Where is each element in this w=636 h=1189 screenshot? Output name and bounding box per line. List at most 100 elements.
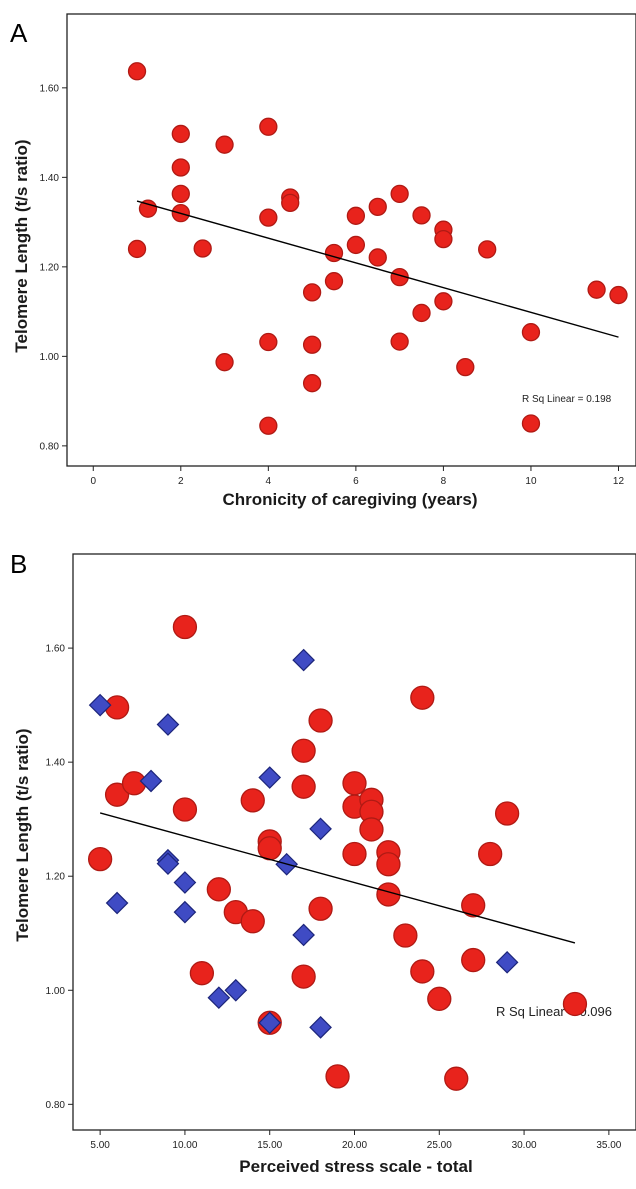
panel-a-circle-point [434, 292, 453, 311]
panel-a-circle-point [478, 240, 497, 259]
panel-a-y-axis-label: Telomere Length (t/s ratio) [12, 139, 31, 352]
panel-b-circle-point [308, 896, 333, 921]
panel-a-circle-point [215, 353, 234, 372]
panel-b-x-tick-label: 5.00 [90, 1140, 110, 1151]
panel-b-circle-point [172, 797, 198, 822]
panel-a-regression-line [136, 200, 619, 338]
panel-b-circle-point [410, 685, 435, 710]
panel-b-y-tick-label: 1.00 [46, 986, 66, 997]
panel-b-y-axis-label: Telomere Length (t/s ratio) [13, 728, 32, 941]
panel-a-circle-point [302, 335, 322, 354]
panel-a-x-tick-label: 6 [353, 476, 359, 487]
panel-b-diamond-point [292, 648, 315, 672]
panel-a-data-points [127, 62, 628, 435]
panel-b-diamond-point [207, 986, 231, 1010]
panel-a-circle-point [346, 235, 366, 255]
panel-a-x-tick-label: 2 [178, 476, 184, 487]
panel-a-circle-point [127, 62, 147, 81]
panel-a-x-tick-label: 8 [441, 476, 447, 487]
panel-b-circle-point [291, 774, 316, 799]
panel-a-circle-point [324, 272, 344, 291]
panel-a-circle-point [259, 416, 278, 435]
panel-b-x-tick-label: 30.00 [512, 1140, 537, 1151]
panel-b-circle-point [494, 801, 520, 826]
panel-a-circle-point [368, 197, 387, 217]
panel-b-diamond-point [88, 693, 112, 717]
panel-a-circle-point [259, 332, 278, 352]
panel-b-x-tick-label: 20.00 [342, 1140, 367, 1151]
panel-a-circle-point [412, 303, 431, 323]
panel-b-diamond-point [258, 766, 282, 789]
panel-b-circle-point [444, 1066, 469, 1091]
panel-a-x-tick-label: 10 [525, 476, 537, 487]
panel-b-r-squared-annotation: R Sq Linear = 0.096 [496, 1004, 612, 1019]
panel-b-circle-point [206, 877, 231, 902]
panel-b-circle-point [104, 782, 130, 807]
panel-b-axes: 5.00 10.00 15.00 20.00 25.00 30.00 35.00 0.80 1.… [46, 644, 622, 1151]
panel-a-circle-point [587, 280, 606, 299]
panel-a-x-tick-label: 0 [90, 476, 96, 487]
panel-b-diamond-point [292, 923, 315, 947]
panel-b-y-tick-label: 1.60 [46, 644, 66, 655]
panel-b-circle-point [410, 959, 435, 984]
panel-b-circle-point [189, 961, 215, 986]
panel-b-x-tick-label: 15.00 [257, 1140, 282, 1151]
panel-a-y-tick-label: 1.60 [40, 83, 60, 94]
panel-b-circle-point [461, 893, 486, 918]
panel-b-y-tick-label: 0.80 [46, 1100, 66, 1111]
panel-a-x-tick-label: 12 [613, 476, 625, 487]
panel-b-circle-point [308, 708, 333, 733]
panel-a-circle-point [281, 193, 300, 213]
panel-a-circle-point [412, 206, 431, 225]
panel-a-circle-point [259, 117, 278, 136]
panel-b-x-tick-label: 35.00 [596, 1140, 621, 1151]
panel-b-circle-point [427, 986, 452, 1011]
panel-a-circle-point [171, 124, 190, 144]
panel-a-y-tick-label: 1.00 [40, 352, 60, 363]
panel-b-circle-point [562, 991, 588, 1017]
panel-b-letter: B [10, 549, 27, 579]
panel-b-circle-point [342, 841, 367, 867]
panel-a-r-squared-annotation: R Sq Linear = 0.198 [522, 394, 612, 405]
panel-a-x-tick-label: 4 [266, 476, 272, 487]
panel-a-circle-point [138, 199, 158, 218]
panel-a-circle-point [390, 184, 409, 204]
panel-a-circle-point [368, 248, 387, 267]
panel-b-circle-point [240, 909, 265, 934]
panel-a-circle-point [390, 332, 409, 351]
panel-a-x-axis-label: Chronicity of caregiving (years) [222, 490, 477, 509]
panel-b-diamond-point [105, 891, 129, 915]
panel-b-diamond-point [224, 978, 248, 1002]
panel-b-circle-point [342, 771, 367, 796]
panel-b-diamond-point [156, 713, 180, 736]
panel-a-y-tick-label: 1.20 [40, 262, 60, 273]
panel-b-diamond-point [173, 900, 197, 924]
panel-b-diamond-point [309, 1015, 332, 1039]
panel-a-circle-point [215, 135, 234, 154]
panel-b-circle-point [172, 614, 198, 640]
panel-b-diamond-point [156, 852, 180, 876]
panel-b-circle-point [240, 788, 265, 813]
panel-b-circle-point [461, 947, 486, 973]
panel-a-y-tick-label: 1.40 [40, 173, 60, 184]
panel-a-circle-point [171, 184, 190, 204]
panel-a-y-tick-label: 0.80 [40, 441, 60, 452]
panel-b-diamond-point [139, 769, 163, 793]
panel-b-circle-point [393, 923, 418, 948]
panel-b-circle-point [359, 817, 384, 842]
panel-b-circle-point [325, 1064, 350, 1089]
panel-a-circle-point [302, 283, 322, 302]
panel-a-circle-point [456, 357, 475, 377]
panel-a-circle-point [259, 208, 278, 227]
panel-b-y-tick-label: 1.20 [46, 872, 66, 883]
panel-a-letter: A [10, 18, 28, 48]
panel-a-circle-point [434, 229, 453, 249]
panel-a-circle-point [521, 323, 541, 342]
panel-a-circle-point [302, 374, 322, 393]
panel-b-circle-point [291, 738, 316, 763]
panel-a-circle-point [171, 158, 190, 177]
panel-b-circle-point [291, 964, 316, 989]
panel-b-y-tick-label: 1.40 [46, 758, 66, 769]
panel-b-x-tick-label: 10.00 [172, 1140, 197, 1151]
